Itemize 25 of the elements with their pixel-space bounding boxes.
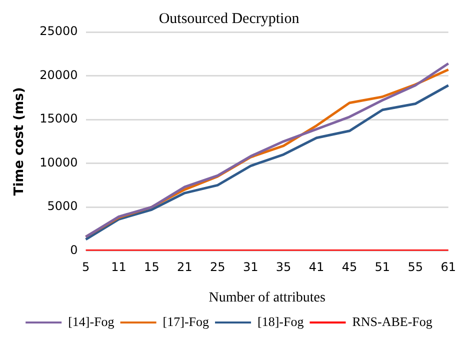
y-tick-label: 10000 xyxy=(40,155,78,170)
x-tick-label: 51 xyxy=(374,260,390,274)
x-tick-label: 45 xyxy=(342,260,358,274)
chart-title: Outsourced Decryption xyxy=(158,10,300,27)
x-tick-label: 55 xyxy=(408,260,424,274)
y-tick-label: 0 xyxy=(70,242,78,257)
y-tick-label: 25000 xyxy=(40,24,78,38)
legend-label: [17]-Fog xyxy=(162,314,210,329)
x-tick-label: 31 xyxy=(242,260,258,274)
x-tick-label: 11 xyxy=(111,260,126,274)
legend-label: [14]-Fog xyxy=(68,314,115,329)
legend-label: [18]-Fog xyxy=(258,314,304,329)
y-axis-title: Time cost (ms) xyxy=(12,87,28,196)
x-tick-label: 61 xyxy=(440,260,456,274)
x-axis-title: Number of attributes xyxy=(208,290,326,306)
x-tick-label: 35 xyxy=(276,260,292,274)
y-tick-label: 5000 xyxy=(47,199,78,214)
x-tick-label: 5 xyxy=(82,260,90,274)
y-tick-label: 15000 xyxy=(40,112,78,126)
y-tick-label: 20000 xyxy=(40,68,78,82)
legend-label: RNS-ABE-Fog xyxy=(352,314,433,329)
x-tick-label: 25 xyxy=(210,260,226,274)
x-tick-label: 15 xyxy=(144,260,160,274)
x-tick-label: 21 xyxy=(177,260,192,274)
x-tick-label: 41 xyxy=(308,260,324,274)
